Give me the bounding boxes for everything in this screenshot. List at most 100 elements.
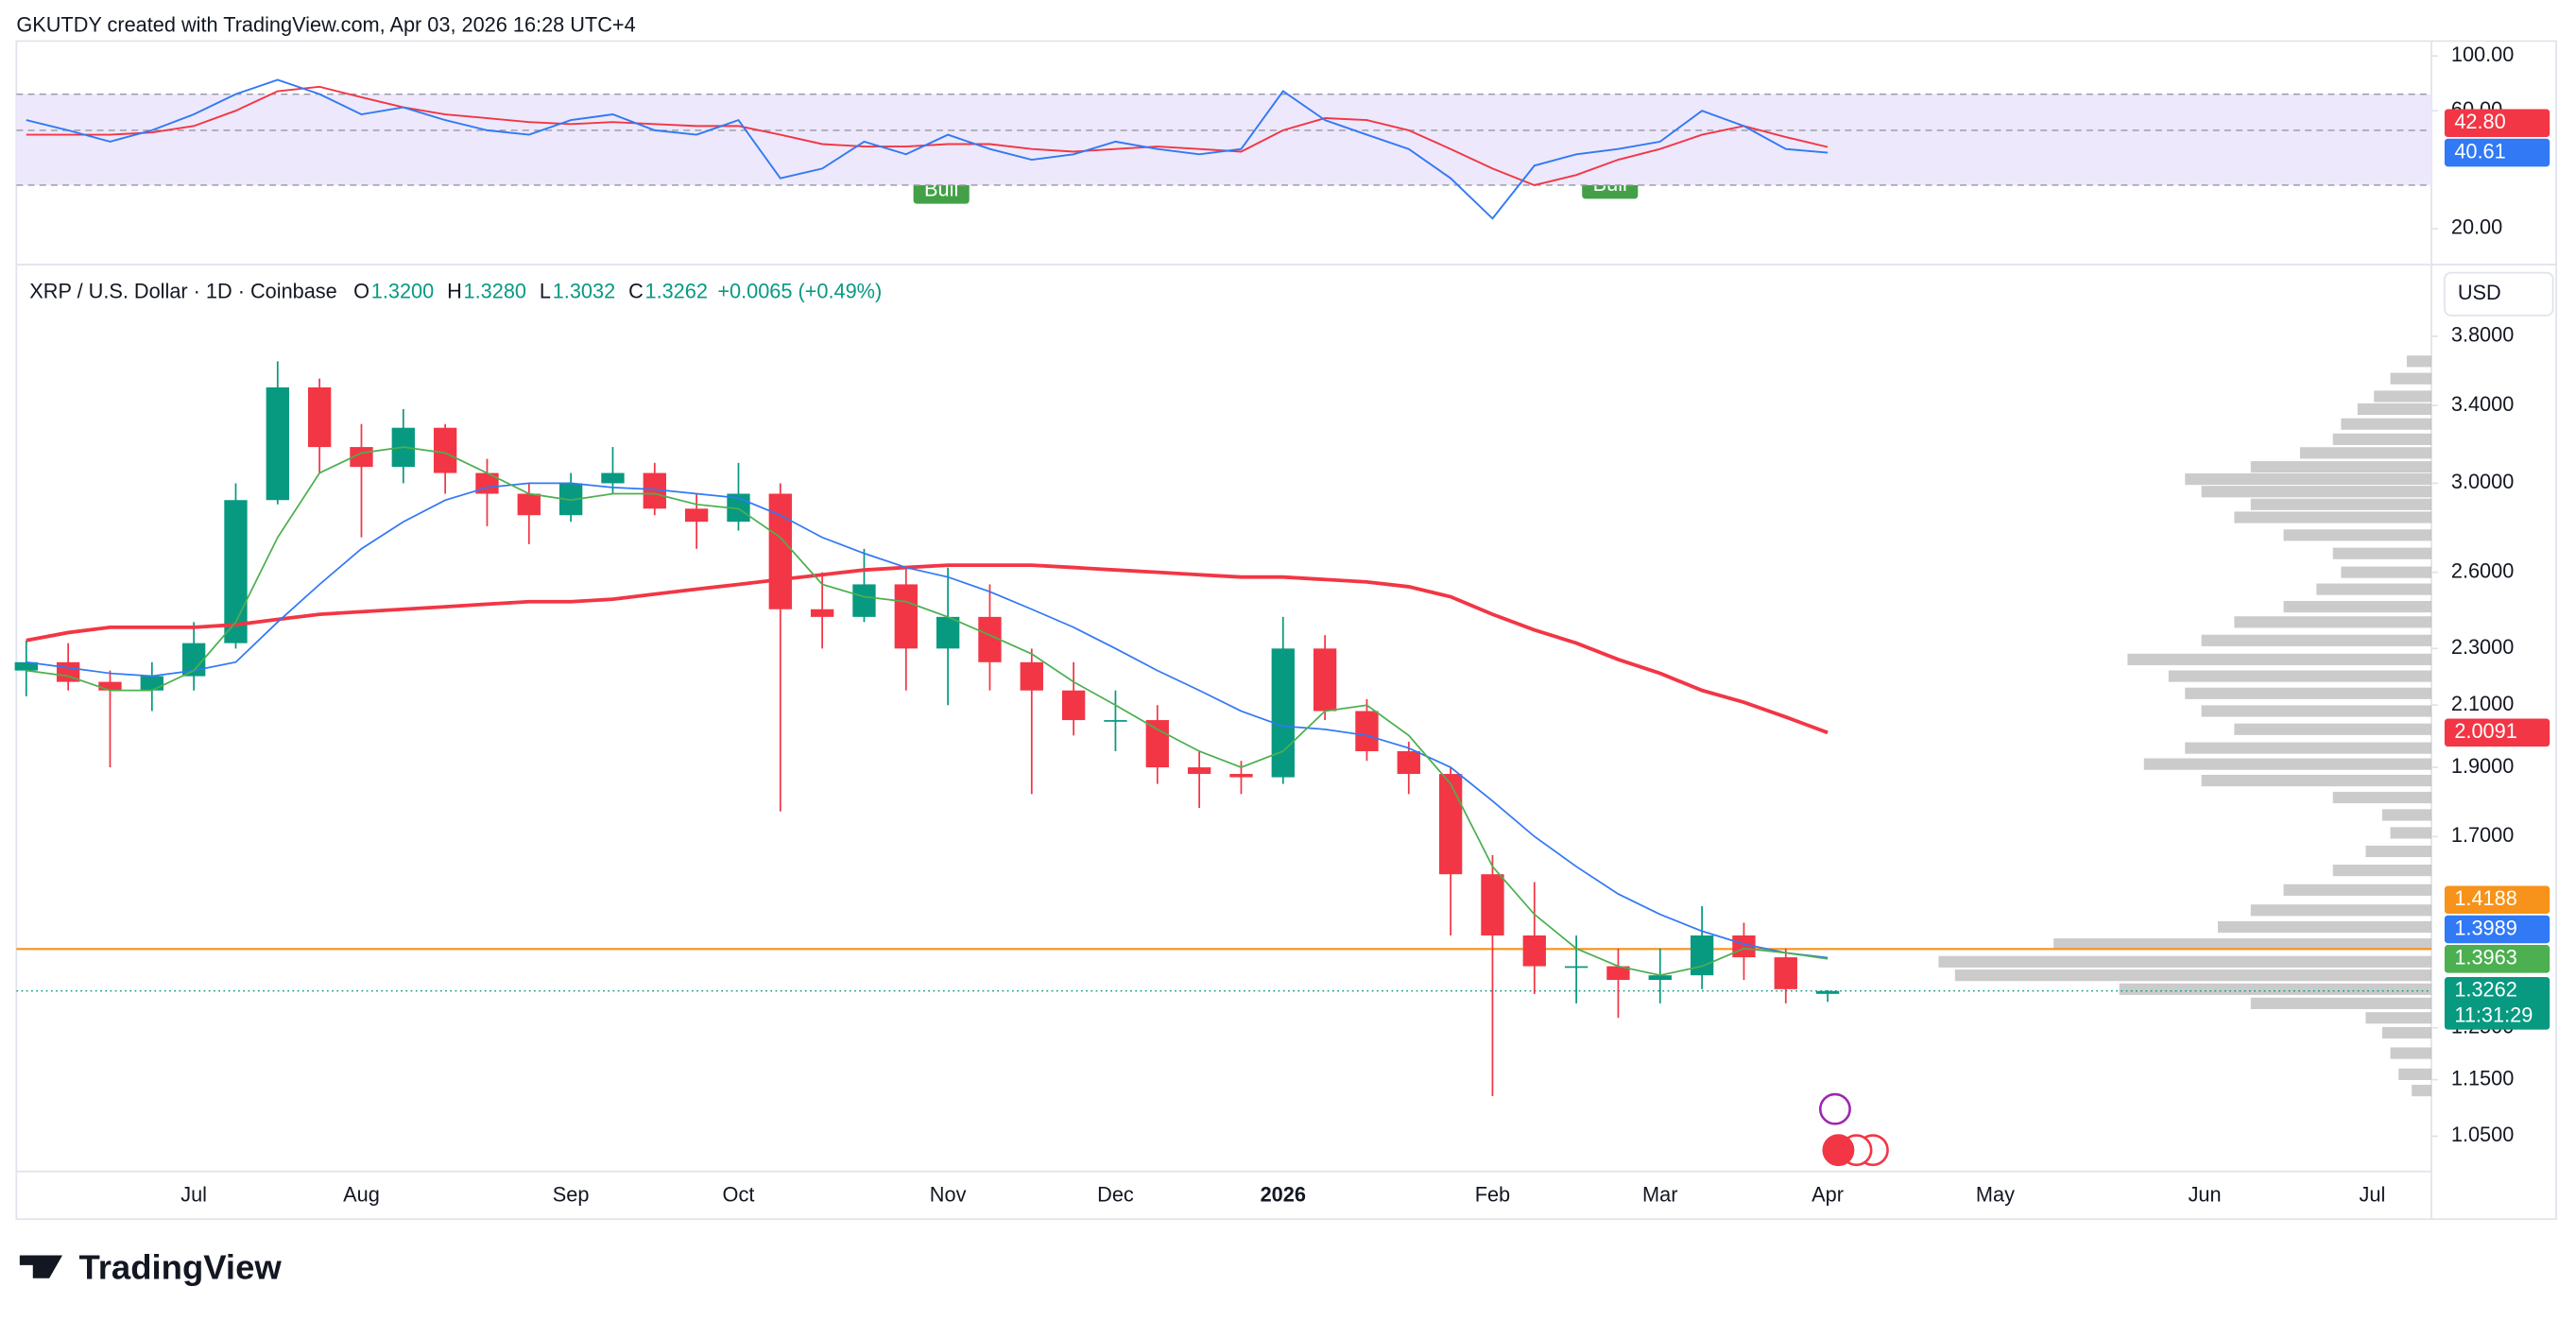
y-tick-label: 2.1000 xyxy=(2451,692,2514,715)
volume-profile-bar xyxy=(2283,884,2432,896)
volume-profile-bar xyxy=(2316,583,2432,595)
volume-profile-bar xyxy=(2390,1047,2432,1059)
y-tick-label: 1.1500 xyxy=(2451,1066,2514,1089)
volume-profile-bar xyxy=(2168,670,2432,682)
candle-body xyxy=(1815,990,1840,994)
x-tick-label: Oct xyxy=(723,1183,755,1207)
ohlc-value: 1.3032 xyxy=(553,279,615,302)
ohlc-value: 1.3280 xyxy=(464,279,526,302)
ohlc-key: H xyxy=(447,279,462,302)
candle-body xyxy=(307,386,332,448)
x-tick-label: Feb xyxy=(1475,1183,1510,1207)
price-badge-label: 1.4188 xyxy=(2454,886,2516,910)
ohlc-key: O xyxy=(353,279,369,302)
candle-body xyxy=(1522,935,1546,967)
candle-body xyxy=(1438,774,1463,875)
y-tick-label: 2.3000 xyxy=(2451,635,2514,659)
candle-body xyxy=(1355,711,1379,751)
volume-profile-bar xyxy=(2283,600,2432,613)
volume-profile-bar xyxy=(1938,955,2432,968)
volume-profile-bar xyxy=(2250,904,2432,917)
price-badge-label: 1.3989 xyxy=(2454,916,2516,939)
candle-body xyxy=(1564,966,1589,969)
candle-body xyxy=(1481,874,1504,935)
logo-mark xyxy=(19,1255,63,1278)
price-badge xyxy=(2444,138,2550,167)
logo: TradingView xyxy=(19,1248,282,1287)
candle-body xyxy=(1271,648,1295,778)
countdown-label: 11:31:29 xyxy=(2454,1003,2533,1026)
x-tick-label: Jul xyxy=(2360,1183,2386,1207)
price-badge xyxy=(2444,109,2550,138)
volume-profile-bar xyxy=(2381,1026,2432,1039)
volume-profile-bar xyxy=(2201,634,2432,646)
volume-profile-bar xyxy=(2218,920,2432,934)
volume-profile-bar xyxy=(2332,791,2432,804)
y-tick-label: 3.8000 xyxy=(2451,323,2514,347)
frame xyxy=(15,40,2558,1221)
candle-body xyxy=(224,500,248,643)
x-tick-label: 2026 xyxy=(1261,1183,1306,1207)
price-badge xyxy=(2444,976,2550,1030)
volume-profile-bar xyxy=(2053,938,2432,951)
y-tick-label: 1.0500 xyxy=(2451,1123,2514,1146)
volume-profile-bar xyxy=(2412,1085,2432,1097)
price-badge xyxy=(2444,885,2550,915)
volume-profile-bar xyxy=(2185,687,2432,699)
candle-body xyxy=(852,584,876,617)
x-tick-label: Mar xyxy=(1642,1183,1677,1207)
candle-body xyxy=(810,609,834,617)
candle-body xyxy=(978,616,1002,662)
volume-profile-bar xyxy=(2390,827,2432,839)
change: +0.0065 (+0.49%) xyxy=(717,279,882,302)
y-tick-label: 100.00 xyxy=(2451,43,2514,66)
price-badge xyxy=(2444,915,2550,944)
candle-body xyxy=(1397,750,1420,775)
price-badge-label: 1.3262 xyxy=(2454,977,2516,1001)
volume-profile-bar xyxy=(2381,809,2432,821)
volume-profile-bar xyxy=(2143,758,2432,770)
volume-profile-bar xyxy=(2341,566,2432,578)
symbol-title: XRP / U.S. Dollar · 1D · Coinbase xyxy=(29,279,336,302)
volume-profile-bar xyxy=(1954,969,2432,982)
ohlc-key: L xyxy=(540,279,551,302)
volume-profile-bar xyxy=(2201,486,2432,498)
price-badge-label: 1.3963 xyxy=(2454,946,2516,969)
event-icon[interactable] xyxy=(1822,1134,1855,1167)
event-icon[interactable] xyxy=(1818,1092,1851,1125)
volume-profile-bar xyxy=(2374,390,2432,403)
candle-body xyxy=(684,508,709,523)
price-badge xyxy=(2444,945,2550,973)
currency-box[interactable] xyxy=(2444,271,2554,317)
candle-body xyxy=(140,676,163,691)
rsi-band xyxy=(16,94,2432,185)
candle-body xyxy=(1606,966,1630,981)
legend: XRP / U.S. Dollar · 1D · Coinbase O 1.3200… xyxy=(29,279,882,302)
candle-body xyxy=(517,493,541,516)
volume-profile-bar xyxy=(2365,1012,2432,1024)
candle-body xyxy=(1774,957,1797,989)
x-tick-label: Jun xyxy=(2189,1183,2222,1207)
y-tick-label: 2.6000 xyxy=(2451,558,2514,582)
x-tick-label: Apr xyxy=(1812,1183,1844,1207)
currency[interactable]: USD xyxy=(2458,281,2501,304)
y-tick-label: 3.0000 xyxy=(2451,470,2514,493)
candle-body xyxy=(1313,648,1337,712)
price-badge xyxy=(2444,718,2550,747)
x-tick-label: Nov xyxy=(930,1183,967,1207)
moving-average xyxy=(26,482,1829,959)
attribution: GKUTDY created with TradingView.com, Apr… xyxy=(16,13,635,37)
price-badge-label: 42.80 xyxy=(2454,110,2505,133)
volume-profile-bar xyxy=(2299,447,2432,459)
candle-body xyxy=(894,584,918,649)
candle-body xyxy=(1648,975,1672,981)
volume-profile-bar xyxy=(2332,547,2432,559)
volume-profile-bar xyxy=(2332,865,2432,877)
x-tick-label: Aug xyxy=(343,1183,380,1207)
candle-body xyxy=(1061,690,1086,721)
y-tick-label: 1.9000 xyxy=(2451,754,2514,778)
volume-profile-bar xyxy=(2127,653,2432,665)
volume-profile-bar xyxy=(2250,461,2432,473)
rsi-line xyxy=(26,78,1829,220)
